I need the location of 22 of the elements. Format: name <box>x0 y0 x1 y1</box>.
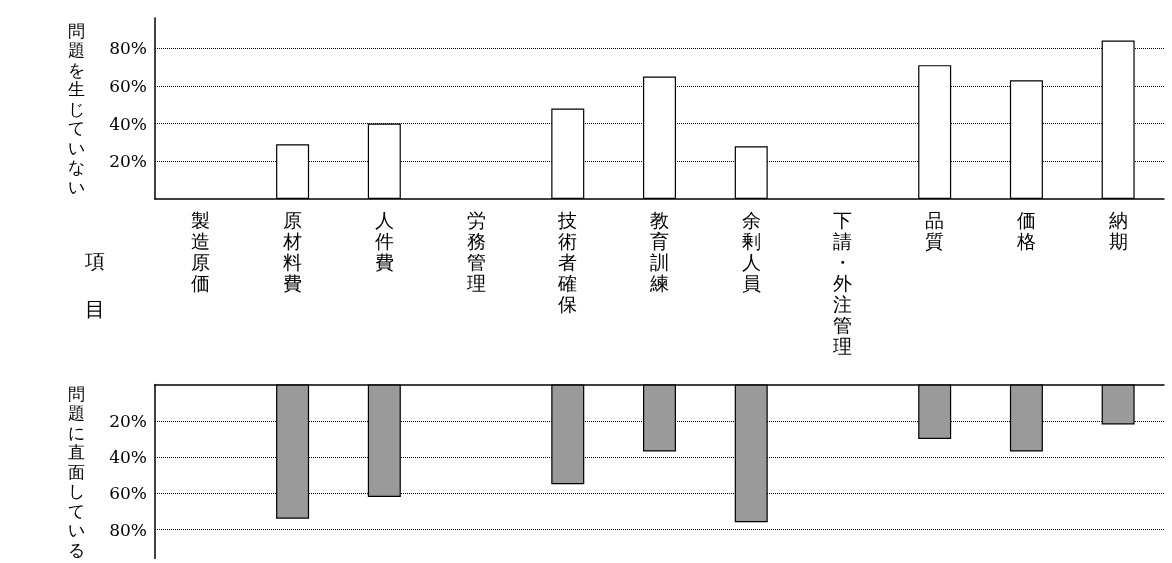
text: 問題に直面している <box>68 383 85 560</box>
text: 項目 <box>85 249 105 321</box>
x-tick-label: 労務管理 <box>466 208 486 294</box>
x-tick-label: 教育訓練 <box>649 208 669 294</box>
x-tick-label: 技術者確保 <box>557 208 578 315</box>
x-tick-label: 原材料費 <box>282 208 303 294</box>
x-tick-label: 人件費 <box>374 208 394 273</box>
y-tick-label: 60% <box>109 483 147 504</box>
x-tick-label: 価格 <box>1015 208 1036 252</box>
text: 問題を生じていない <box>68 20 85 197</box>
y-tick-label: 20% <box>109 151 147 172</box>
y-tick-label: 20% <box>109 410 147 431</box>
x-tick-label: 下請・外注管理 <box>833 208 853 357</box>
y-tick-label: 80% <box>109 38 147 59</box>
y-tick-label: 60% <box>109 75 147 96</box>
y-tick-label: 40% <box>109 447 147 467</box>
y-tick-label: 80% <box>109 519 147 540</box>
x-tick-label: 製造原価 <box>191 208 211 294</box>
x-tick-label: 余剰人員 <box>741 208 761 294</box>
y-tick-label: 40% <box>109 113 147 134</box>
x-tick-label: 納期 <box>1108 208 1128 252</box>
x-tick-label: 品質 <box>925 208 945 252</box>
